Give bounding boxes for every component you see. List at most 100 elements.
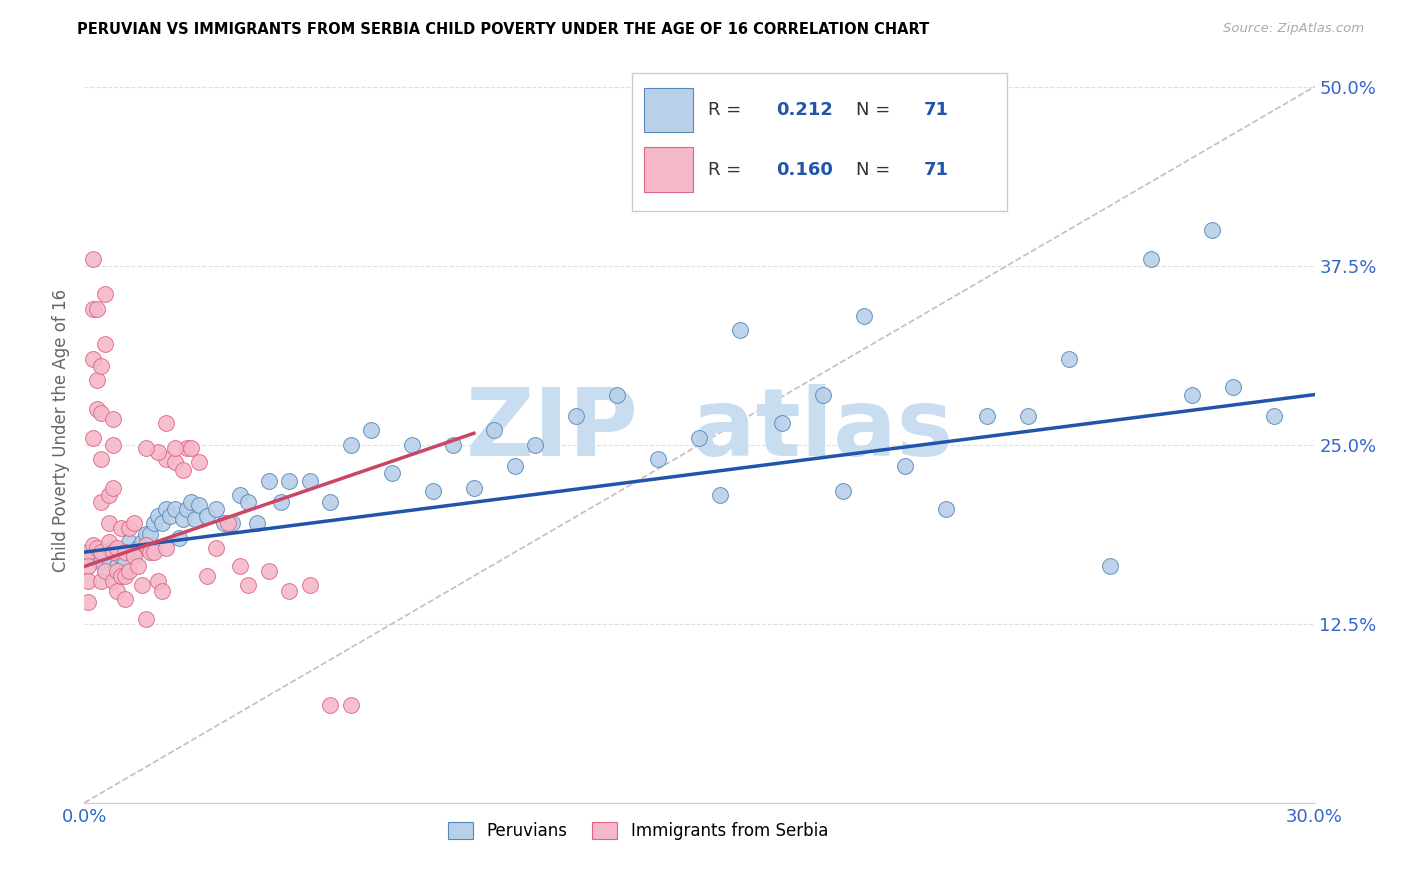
Point bbox=[935, 502, 957, 516]
Point bbox=[86, 373, 108, 387]
Point bbox=[131, 578, 153, 592]
Point bbox=[188, 455, 211, 469]
Point bbox=[90, 359, 112, 373]
Point bbox=[86, 301, 108, 316]
Point bbox=[127, 559, 149, 574]
Point bbox=[163, 441, 186, 455]
Point bbox=[110, 549, 132, 564]
Point bbox=[503, 459, 526, 474]
Point bbox=[188, 498, 211, 512]
Text: R =: R = bbox=[709, 101, 747, 120]
Point bbox=[135, 612, 157, 626]
Point bbox=[135, 441, 157, 455]
Point bbox=[135, 538, 157, 552]
Point bbox=[360, 423, 382, 437]
Point bbox=[204, 541, 226, 555]
Point bbox=[606, 387, 628, 401]
Point bbox=[77, 574, 100, 588]
Point bbox=[1201, 223, 1223, 237]
Point bbox=[1181, 387, 1204, 401]
FancyBboxPatch shape bbox=[644, 87, 693, 132]
Point bbox=[94, 564, 117, 578]
Point bbox=[105, 583, 128, 598]
Point bbox=[148, 445, 170, 459]
Point bbox=[229, 559, 252, 574]
Point bbox=[689, 431, 711, 445]
Point bbox=[172, 512, 194, 526]
Point bbox=[82, 431, 104, 445]
Text: N =: N = bbox=[856, 161, 896, 178]
Point bbox=[122, 516, 145, 531]
Point bbox=[229, 488, 252, 502]
Point bbox=[105, 564, 128, 578]
Point bbox=[484, 423, 506, 437]
Text: N =: N = bbox=[856, 101, 896, 120]
Point bbox=[212, 516, 235, 531]
Point bbox=[82, 351, 104, 366]
Point bbox=[114, 545, 136, 559]
Point bbox=[94, 545, 117, 559]
Point bbox=[1139, 252, 1161, 266]
Point bbox=[730, 323, 752, 337]
Point bbox=[90, 555, 112, 569]
Point bbox=[82, 549, 104, 564]
Point bbox=[443, 438, 465, 452]
Point bbox=[163, 502, 186, 516]
Point bbox=[77, 545, 100, 559]
Point bbox=[176, 441, 198, 455]
Point bbox=[176, 502, 198, 516]
Point bbox=[101, 481, 124, 495]
Text: Source: ZipAtlas.com: Source: ZipAtlas.com bbox=[1223, 22, 1364, 36]
Point bbox=[217, 516, 239, 531]
Point bbox=[90, 452, 112, 467]
Point bbox=[159, 509, 181, 524]
Point bbox=[180, 441, 202, 455]
Point bbox=[647, 452, 669, 467]
Text: 0.160: 0.160 bbox=[776, 161, 832, 178]
Point bbox=[197, 509, 219, 524]
Point bbox=[257, 564, 280, 578]
Point bbox=[94, 287, 117, 301]
Point bbox=[340, 698, 363, 713]
Point bbox=[1098, 559, 1121, 574]
Text: PERUVIAN VS IMMIGRANTS FROM SERBIA CHILD POVERTY UNDER THE AGE OF 16 CORRELATION: PERUVIAN VS IMMIGRANTS FROM SERBIA CHILD… bbox=[77, 22, 929, 37]
Point bbox=[86, 401, 108, 416]
Point bbox=[90, 545, 112, 559]
Point bbox=[114, 592, 136, 607]
Point bbox=[167, 531, 190, 545]
Point bbox=[127, 541, 149, 555]
Point bbox=[155, 416, 177, 430]
Point bbox=[82, 301, 104, 316]
Point bbox=[114, 569, 136, 583]
Point bbox=[278, 474, 301, 488]
Point bbox=[90, 495, 112, 509]
Point bbox=[98, 552, 120, 566]
Point bbox=[155, 541, 177, 555]
Point bbox=[86, 541, 108, 555]
Point bbox=[893, 459, 915, 474]
Point bbox=[811, 387, 834, 401]
Point bbox=[197, 569, 219, 583]
Point bbox=[101, 545, 124, 559]
Point bbox=[122, 545, 145, 559]
Point bbox=[221, 516, 243, 531]
Point bbox=[139, 526, 162, 541]
Point bbox=[257, 474, 280, 488]
Point bbox=[131, 535, 153, 549]
Point bbox=[98, 488, 120, 502]
Point bbox=[86, 552, 108, 566]
Point bbox=[77, 595, 100, 609]
Point bbox=[422, 483, 444, 498]
Point bbox=[150, 583, 173, 598]
Point bbox=[381, 467, 404, 481]
Point bbox=[524, 438, 547, 452]
Point bbox=[82, 538, 104, 552]
Point bbox=[270, 495, 292, 509]
Point bbox=[110, 521, 132, 535]
Point bbox=[105, 559, 128, 574]
Point bbox=[401, 438, 423, 452]
Text: R =: R = bbox=[709, 161, 747, 178]
Point bbox=[238, 495, 260, 509]
Point bbox=[148, 509, 170, 524]
Point bbox=[82, 252, 104, 266]
